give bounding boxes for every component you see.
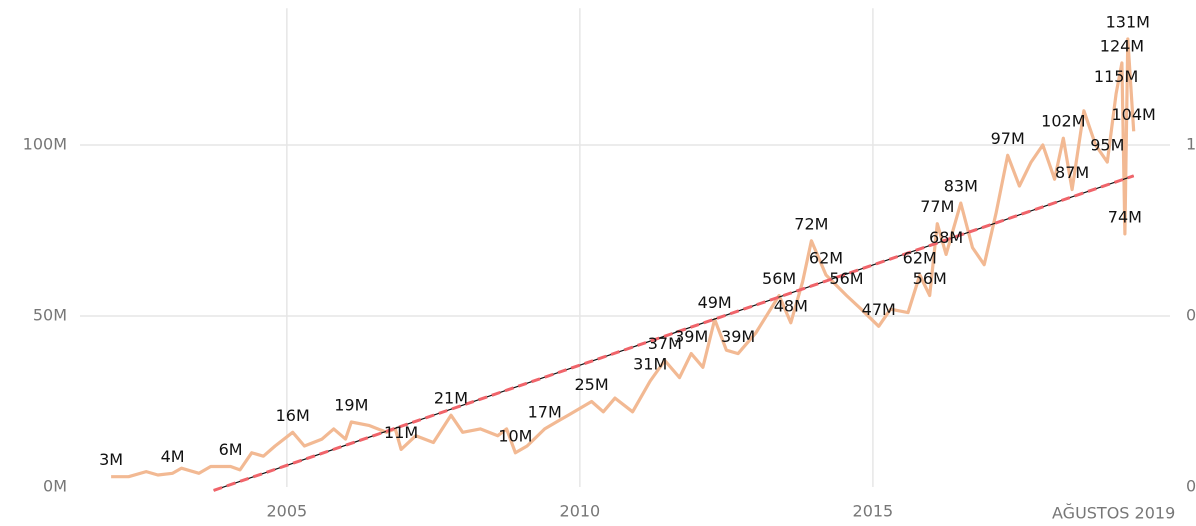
data-label: 62M — [809, 248, 843, 267]
data-label: 72M — [794, 214, 828, 233]
data-label: 49M — [698, 293, 732, 312]
x-tick-label: 2005 — [267, 502, 308, 521]
data-label: 83M — [944, 177, 978, 196]
data-label: 124M — [1100, 36, 1144, 55]
data-label: 39M — [721, 327, 755, 346]
data-label: 47M — [862, 300, 896, 319]
data-label: 56M — [762, 269, 796, 288]
trend-line — [213, 174, 1135, 492]
data-label: 31M — [633, 354, 667, 373]
data-label: 4M — [161, 447, 185, 466]
data-label: 10M — [498, 426, 532, 445]
data-label: 62M — [903, 248, 937, 267]
y2-tick-label: 0 — [1186, 477, 1196, 496]
y2-tick-label: 1 — [1186, 135, 1196, 154]
data-label: 102M — [1041, 112, 1085, 131]
data-label: 97M — [991, 129, 1025, 148]
data-label: 87M — [1055, 163, 1089, 182]
data-label: 115M — [1094, 67, 1138, 86]
data-label: 56M — [913, 269, 947, 288]
data-label: 68M — [929, 228, 963, 247]
y2-tick-label: 0 — [1186, 306, 1196, 325]
period-annotation: AĞUSTOS 2019 — [1052, 504, 1175, 523]
data-label: 56M — [829, 269, 863, 288]
data-label: 21M — [434, 389, 468, 408]
data-label: 131M — [1106, 12, 1150, 31]
data-label: 16M — [276, 406, 310, 425]
data-label: 37M — [648, 334, 682, 353]
data-label: 11M — [384, 423, 418, 442]
y-tick-label: 50M — [33, 306, 67, 325]
data-label: 95M — [1090, 136, 1124, 155]
data-label: 17M — [528, 402, 562, 421]
data-label: 77M — [920, 197, 954, 216]
data-label: 39M — [674, 327, 708, 346]
data-label: 19M — [334, 396, 368, 415]
data-line — [111, 37, 1136, 479]
x-tick-label: 2015 — [853, 502, 894, 521]
data-label: 6M — [219, 440, 243, 459]
y-tick-label: 0M — [43, 477, 67, 496]
data-label: 25M — [575, 375, 609, 394]
x-tick-label: 2010 — [560, 502, 601, 521]
data-label: 74M — [1108, 207, 1142, 226]
data-label: 48M — [774, 296, 808, 315]
y-tick-label: 100M — [23, 135, 67, 154]
data-label: 104M — [1111, 105, 1155, 124]
data-label: 3M — [99, 450, 123, 469]
